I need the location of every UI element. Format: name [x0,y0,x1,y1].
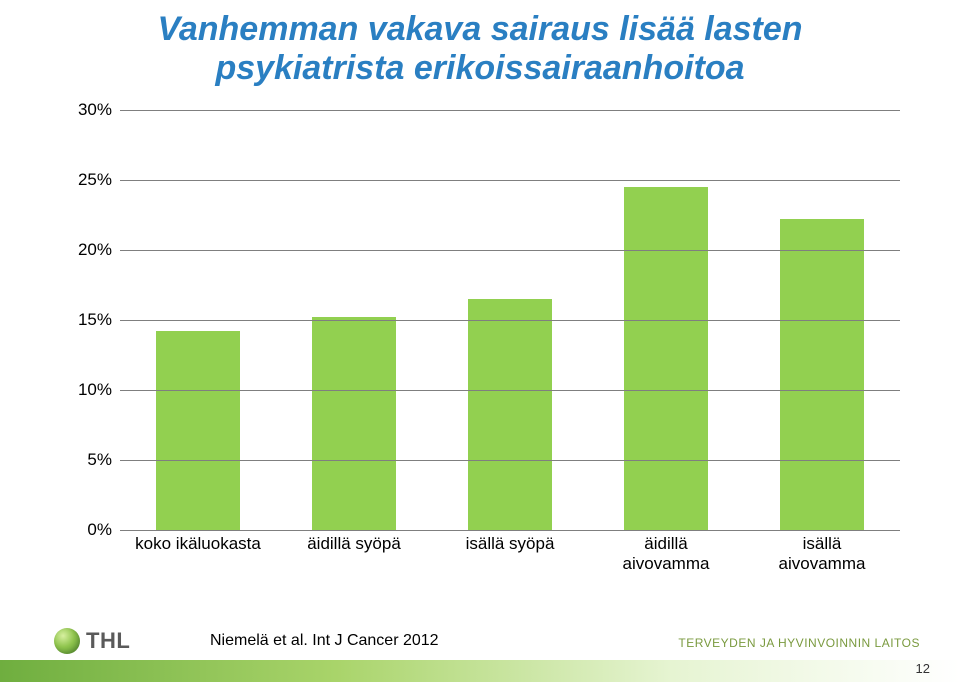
chart-bar [468,299,552,530]
chart-gridline [120,180,900,181]
chart-y-tick-label: 30% [62,100,112,120]
organization-text: TERVEYDEN JA HYVINVOINNIN LAITOS [678,636,920,650]
slide-title: Vanhemman vakava sairaus lisää lasten ps… [0,0,960,88]
chart-y-tick-label: 0% [62,520,112,540]
chart-gridline [120,460,900,461]
chart-gridline [120,530,900,531]
chart-x-tick-label: äidilläaivovamma [623,534,710,573]
chart-x-tick-label: isällä syöpä [466,534,555,554]
chart-bar [780,219,864,530]
chart-gridline [120,320,900,321]
chart-gridline [120,390,900,391]
footer-gradient [0,660,960,682]
chart-bar [312,317,396,530]
chart-y-tick-label: 15% [62,310,112,330]
chart-x-labels: koko ikäluokasta äidillä syöpä isällä syöp… [120,534,900,580]
chart-gridline [120,250,900,251]
globe-icon [54,628,80,654]
slide-footer: THL Niemelä et al. Int J Cancer 2012 TER… [0,620,960,682]
chart-x-tick-label: äidillä syöpä [307,534,401,554]
chart-gridline [120,110,900,111]
chart-x-tick-label: isälläaivovamma [779,534,866,573]
thl-logo: THL [54,628,130,654]
chart-bar [624,187,708,530]
chart-y-tick-label: 25% [62,170,112,190]
slide: Vanhemman vakava sairaus lisää lasten ps… [0,0,960,682]
chart-bar [156,331,240,530]
chart-y-tick-label: 10% [62,380,112,400]
title-line-2: psykiatrista erikoissairaanhoitoa [0,49,960,88]
logo-text: THL [86,628,130,654]
page-number: 12 [916,661,930,676]
citation-text: Niemelä et al. Int J Cancer 2012 [210,632,439,650]
title-line-1: Vanhemman vakava sairaus lisää lasten [0,10,960,49]
chart-plot: 0%5%10%15%20%25%30% [120,110,900,530]
chart-x-tick-label: koko ikäluokasta [135,534,261,554]
chart-y-tick-label: 20% [62,240,112,260]
chart-y-tick-label: 5% [62,450,112,470]
bar-chart: 0%5%10%15%20%25%30% koko ikäluokasta äidi… [60,110,900,580]
